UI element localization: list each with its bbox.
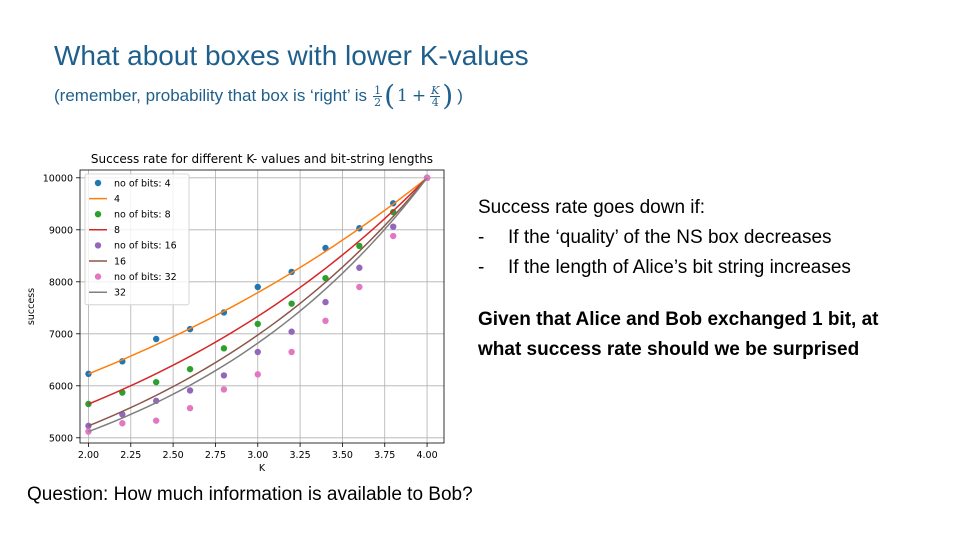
- formula-k-numerator: K: [430, 83, 441, 97]
- data-point-no-of-bits-4: [152, 335, 160, 343]
- y-tick-label: 10000: [43, 173, 73, 184]
- data-point-no-of-bits-8: [356, 242, 363, 250]
- x-tick-label: 4.00: [416, 450, 437, 461]
- formula-k-denominator: 4: [431, 95, 439, 109]
- data-point-no-of-bits-32: [186, 404, 194, 412]
- formula-fraction-half: 1 2: [373, 83, 383, 109]
- legend-marker: [94, 242, 102, 249]
- formula-half-numerator: 1: [373, 83, 383, 97]
- probability-formula: 1 2 ( 1 + K 4 ): [371, 82, 453, 110]
- success-rate-chart: Success rate for different K- values and…: [26, 152, 445, 474]
- x-tick-label: 2.50: [163, 450, 184, 461]
- y-tick-label: 9000: [49, 225, 73, 236]
- data-point-no-of-bits-32: [356, 283, 363, 291]
- data-point-no-of-bits-16: [288, 328, 295, 335]
- data-point-no-of-bits-8: [186, 365, 194, 373]
- data-point-no-of-bits-16: [186, 387, 194, 394]
- y-axis-label: success: [26, 288, 37, 325]
- bold-question-line-2: what success rate should we be surprised: [478, 339, 860, 360]
- legend-entry-label: no of bits: 8: [114, 210, 171, 221]
- x-tick-label: 3.75: [374, 450, 395, 461]
- data-point-no-of-bits-32: [390, 232, 397, 240]
- data-point-no-of-bits-8: [254, 320, 261, 328]
- y-tick-label: 8000: [49, 277, 73, 288]
- data-point-no-of-bits-16: [322, 298, 329, 306]
- bottom-question: Question: How much information is availa…: [27, 484, 473, 505]
- x-tick-label: 3.00: [247, 450, 268, 461]
- data-point-no-of-bits-8: [220, 345, 228, 352]
- formula-one: 1: [397, 86, 408, 106]
- plot-frame: [79, 169, 445, 444]
- bullet-dash: -: [478, 257, 485, 278]
- data-point-no-of-bits-32: [119, 420, 126, 427]
- legend-entry-label: 4: [114, 194, 120, 205]
- legend-entry-label: 8: [114, 225, 120, 236]
- x-tick-label: 2.75: [205, 450, 226, 461]
- bullet-dash: -: [478, 227, 485, 248]
- chart-title: Success rate for different K- values and…: [91, 152, 433, 166]
- formula-half-denominator: 2: [374, 95, 382, 109]
- data-point-no-of-bits-16: [254, 348, 261, 356]
- data-point-no-of-bits-32: [288, 348, 295, 356]
- data-point-no-of-bits-16: [390, 223, 397, 230]
- legend-marker: [94, 179, 102, 187]
- bullet-label: If the ‘quality’ of the NS box decreases: [508, 227, 832, 248]
- data-point-no-of-bits-32: [322, 317, 329, 324]
- series-line-4: [88, 177, 428, 375]
- bullet-item-length: - If the length of Alice’s bit string in…: [478, 253, 878, 283]
- subtitle-prefix: (remember, probability that box is ‘righ…: [54, 86, 368, 105]
- bullet-item-quality: - If the ‘quality’ of the NS box decreas…: [478, 223, 878, 253]
- x-tick-label: 2.00: [78, 450, 99, 461]
- data-point-no-of-bits-32: [220, 386, 228, 393]
- x-tick-label: 2.25: [120, 450, 141, 461]
- data-point-no-of-bits-32: [152, 417, 160, 424]
- y-tick-label: 6000: [49, 381, 73, 392]
- legend-entry-label: no of bits: 4: [114, 178, 171, 189]
- series-line-8: [88, 177, 428, 405]
- y-tick-label: 5000: [49, 433, 73, 444]
- bullet-label: If the length of Alice’s bit string incr…: [508, 257, 851, 278]
- legend-marker: [94, 273, 102, 280]
- bold-question-line-1: Given that Alice and Bob exchanged 1 bit…: [478, 309, 879, 330]
- data-point-no-of-bits-32: [254, 371, 261, 378]
- data-point-no-of-bits-4: [254, 283, 261, 291]
- data-point-no-of-bits-8: [288, 300, 295, 307]
- x-tick-label: 3.25: [290, 450, 311, 461]
- formula-open-paren: (: [384, 79, 395, 112]
- data-point-no-of-bits-16: [85, 422, 92, 430]
- legend-entry-label: no of bits: 32: [114, 272, 177, 283]
- data-point-no-of-bits-4: [85, 370, 92, 378]
- series-line-32: [88, 177, 428, 433]
- data-point-no-of-bits-8: [322, 274, 329, 282]
- formula-close-paren: ): [442, 79, 454, 112]
- x-axis-label: K: [259, 463, 266, 474]
- series-line-16: [88, 177, 428, 427]
- data-point-no-of-bits-8: [152, 378, 160, 386]
- data-point-no-of-bits-16: [356, 264, 363, 271]
- legend-marker: [94, 211, 102, 218]
- x-tick-label: 3.50: [332, 450, 353, 461]
- legend-box: [84, 173, 190, 306]
- data-point-no-of-bits-8: [85, 400, 92, 408]
- legend-entry-label: no of bits: 16: [114, 241, 177, 252]
- data-point-no-of-bits-16: [220, 372, 228, 379]
- explanation-text: Success rate goes down if: - If the ‘qua…: [478, 193, 878, 365]
- slide-subtitle: (remember, probability that box is ‘righ…: [54, 82, 463, 110]
- formula-plus: +: [411, 86, 427, 106]
- explanation-heading: Success rate goes down if:: [478, 197, 706, 218]
- data-point-no-of-bits-32: [85, 428, 92, 435]
- slide-title: What about boxes with lower K-values: [54, 40, 529, 71]
- subtitle-suffix: ): [457, 86, 463, 105]
- y-tick-label: 7000: [49, 329, 73, 340]
- formula-fraction-k4: K 4: [430, 83, 441, 109]
- legend-entry-label: 32: [114, 288, 126, 299]
- legend-entry-label: 16: [114, 256, 126, 267]
